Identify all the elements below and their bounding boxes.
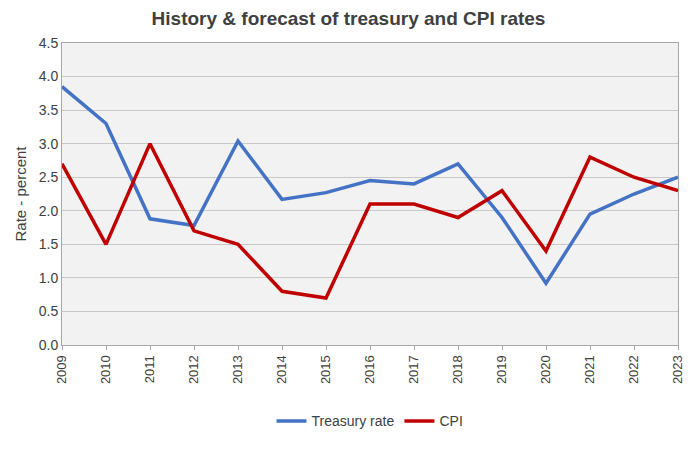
svg-text:2015: 2015: [318, 355, 333, 384]
svg-text:2023: 2023: [670, 355, 685, 384]
svg-text:History & forecast of treasury: History & forecast of treasury and CPI r…: [152, 8, 546, 29]
svg-text:2021: 2021: [582, 355, 597, 384]
svg-text:1.0: 1.0: [39, 270, 59, 286]
svg-text:3.0: 3.0: [39, 136, 59, 152]
svg-text:4.0: 4.0: [39, 68, 59, 84]
svg-text:2022: 2022: [626, 355, 641, 384]
svg-text:2019: 2019: [494, 355, 509, 384]
svg-text:1.5: 1.5: [39, 236, 59, 252]
svg-text:CPI: CPI: [439, 413, 462, 429]
svg-text:2.5: 2.5: [39, 169, 59, 185]
svg-text:2018: 2018: [450, 355, 465, 384]
svg-text:Rate - percent: Rate - percent: [12, 146, 29, 242]
svg-text:4.5: 4.5: [39, 35, 59, 51]
svg-text:3.5: 3.5: [39, 102, 59, 118]
svg-text:2010: 2010: [98, 355, 113, 384]
svg-text:0.5: 0.5: [39, 303, 59, 319]
svg-text:2012: 2012: [186, 355, 201, 384]
svg-text:0.0: 0.0: [39, 337, 59, 353]
svg-text:2017: 2017: [406, 355, 421, 384]
svg-text:2013: 2013: [230, 355, 245, 384]
svg-text:2011: 2011: [142, 355, 157, 383]
svg-text:2016: 2016: [362, 355, 377, 384]
svg-text:2020: 2020: [538, 355, 553, 384]
svg-text:2009: 2009: [54, 355, 69, 384]
svg-text:2014: 2014: [274, 355, 289, 384]
svg-text:2.0: 2.0: [39, 203, 59, 219]
svg-text:Treasury rate: Treasury rate: [312, 413, 395, 429]
